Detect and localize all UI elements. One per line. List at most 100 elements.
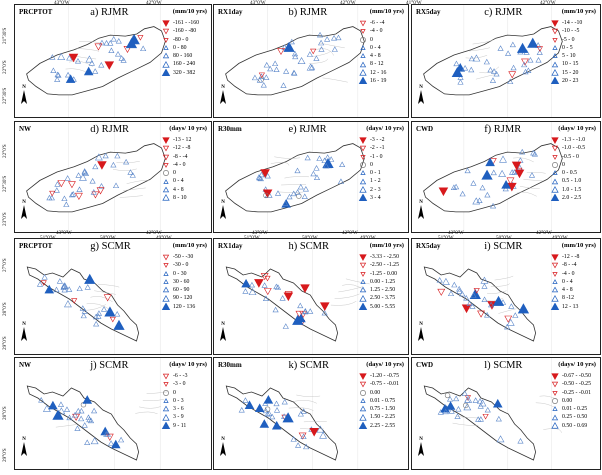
station-marker [78, 407, 85, 414]
triangle-up-icon [548, 52, 562, 60]
station-marker [481, 296, 488, 303]
station-marker [464, 167, 471, 174]
station-marker [53, 187, 60, 193]
station-marker [269, 413, 276, 420]
legend-label: -6 - -3 [173, 373, 188, 379]
station-marker [74, 192, 83, 200]
triangle-down-icon [159, 261, 173, 269]
legend-label: 0.25 - 0.50 [562, 414, 588, 421]
station-marker [331, 46, 338, 52]
station-marker [495, 415, 502, 422]
station-marker [475, 416, 482, 422]
legend-label: -14 - -10 [562, 20, 583, 26]
legend-label: -50 - -30 [173, 254, 194, 260]
panel-title: j) SCMR [90, 360, 129, 371]
station-marker [502, 185, 509, 192]
legend-item: -2 - -1 [356, 144, 385, 152]
station-marker [297, 302, 304, 309]
legend-item: 0 - 3 [159, 397, 188, 405]
north-label: N [221, 85, 225, 90]
legend-label: 2.50 - 3.75 [370, 295, 396, 302]
north-arrow-icon [418, 327, 424, 341]
legend-item: 0 [356, 161, 385, 169]
legend-item: 0.00 [356, 389, 399, 397]
legend-unit: (mm/10 yrs) [561, 242, 596, 249]
legend-item: -30 - 0 [159, 261, 195, 269]
station-marker [241, 278, 251, 288]
legend-label: 0 [562, 161, 565, 168]
legend-label: 0 [370, 161, 373, 168]
index-name: NW [19, 125, 32, 133]
sub-boundary [303, 421, 327, 423]
station-marker [48, 194, 55, 201]
station-marker [517, 303, 530, 314]
sub-boundary [142, 398, 165, 401]
legend-item: -50 - -30 [159, 253, 195, 261]
triangle-up-icon [548, 178, 562, 186]
station-marker [489, 77, 497, 83]
legend-label: -0.50 - -0.25 [562, 381, 591, 388]
triangle-up-icon [548, 286, 562, 294]
axis-tick-label: 50°0'W [302, 235, 318, 241]
station-marker [481, 283, 488, 289]
station-marker [114, 152, 121, 159]
station-marker [499, 155, 507, 163]
circle-icon [548, 161, 562, 169]
station-marker [63, 406, 71, 412]
sub-boundary [513, 157, 534, 163]
triangle-up-icon [548, 194, 562, 202]
triangle-up-icon [356, 68, 370, 77]
sub-boundary [472, 39, 494, 45]
axis-tick-label: 22°0'S [2, 60, 8, 74]
legend-label: 0 [173, 170, 176, 177]
triangle-up-icon [548, 185, 562, 194]
legend-label: 4 - 8 [370, 53, 381, 60]
station-marker [81, 169, 88, 175]
axis-tick-label: 22°30'S [2, 87, 8, 104]
legend-label: 0.50 - 0.69 [562, 422, 588, 429]
station-marker [41, 274, 48, 280]
station-marker [291, 50, 299, 57]
legend-label: 0.00 - 1.25 [370, 278, 396, 285]
station-marker [123, 158, 130, 165]
legend-item: 90 - 120 [159, 294, 195, 302]
axis-tick-label: 50°0'W [496, 235, 512, 241]
axis-tick-label: 49°0'W [552, 235, 568, 241]
legend-label: 0.5 - 1.0 [562, 178, 582, 185]
north-arrow-icon [220, 327, 226, 341]
station-marker [81, 308, 88, 314]
triangle-up-icon [548, 421, 562, 430]
axis-tick-label: 42°0'W [536, 230, 552, 236]
station-marker [263, 288, 272, 296]
legend-item: -6 - -3 [159, 372, 188, 380]
station-marker [248, 281, 256, 288]
legend-item: 2.0 - 2.5 [548, 194, 585, 202]
station-marker [290, 69, 298, 76]
sub-boundary [94, 290, 116, 295]
triangle-down-icon [356, 372, 370, 381]
axis-tick-label: 51°0'W [438, 235, 454, 241]
legend-label: -1.20 - -0.75 [370, 373, 399, 379]
axis-tick-label: 42°0'W [540, 0, 556, 6]
station-marker [74, 57, 82, 64]
station-marker [301, 193, 308, 199]
triangle-down-icon [159, 253, 173, 261]
axis-tick-label: 28°0'S [2, 302, 8, 316]
station-marker [330, 34, 338, 41]
legend-item: -0.5 - 0 [548, 153, 585, 161]
station-marker [273, 400, 280, 407]
station-marker [484, 311, 491, 318]
station-marker [118, 55, 125, 61]
axis-tick-label: 22°0'S [2, 144, 8, 158]
triangle-up-icon [356, 77, 370, 85]
station-marker [304, 154, 311, 161]
station-marker [444, 392, 451, 399]
sub-boundary [270, 162, 290, 166]
triangle-up-icon [548, 278, 562, 286]
station-marker [92, 313, 100, 320]
axis-tick-label: 29°0'S [2, 336, 8, 350]
station-marker [272, 60, 279, 67]
station-marker [319, 302, 330, 311]
